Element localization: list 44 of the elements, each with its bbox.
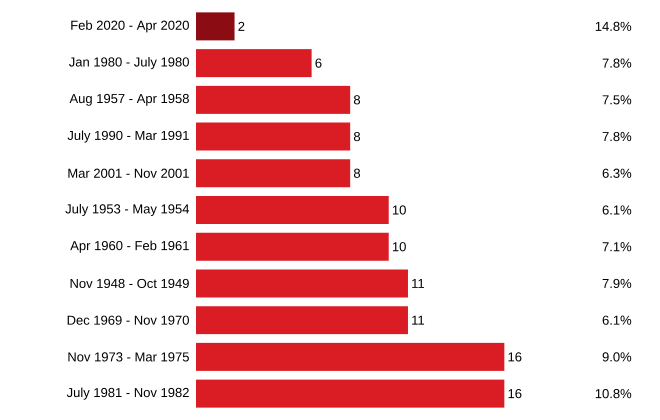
y-tick-label: Dec 1969 - Nov 1970	[68, 316, 189, 325]
y-tick-label: Nov 1948 - Oct 1949	[70, 278, 189, 288]
y-tick-label: Mar 2001 - Nov 2001	[68, 168, 189, 178]
bar	[196, 122, 350, 151]
y-tick-label: July 1953 - May 1954	[65, 204, 190, 216]
data-label: 8	[354, 95, 360, 104]
text: 14.8%	[596, 22, 632, 31]
bar	[196, 269, 408, 298]
bar	[196, 86, 350, 114]
y-tick-label: Nov 1973 - Mar 1975	[68, 352, 189, 362]
bar	[196, 232, 389, 261]
y-tick-label: Feb 2020 - Apr 2020	[71, 20, 189, 32]
bar	[196, 12, 235, 40]
y-tick-label: Jan 1980 - July 1980	[68, 57, 189, 70]
bar	[196, 380, 504, 408]
text: 6.1%	[602, 316, 632, 325]
text: 6.1%	[602, 205, 632, 215]
text: 10.8%	[596, 389, 632, 398]
text: 7.8%	[602, 132, 632, 142]
y-tick-label: Apr 1960 - Feb 1961	[70, 240, 189, 253]
data-label: 6	[315, 58, 322, 68]
data-label: 11	[412, 316, 424, 325]
data-label: 16	[508, 352, 522, 362]
data-label: 16	[508, 389, 522, 398]
data-label: 10	[392, 205, 406, 215]
data-label: 8	[354, 132, 360, 142]
bar	[196, 196, 389, 224]
text: 7.8%	[602, 58, 632, 68]
bar	[196, 342, 504, 371]
y-tick-label: July 1981 - Nov 1982	[66, 388, 189, 400]
data-label: 8	[354, 168, 360, 178]
text: 7.5%	[602, 95, 632, 104]
text: 6.3%	[602, 168, 632, 178]
data-label: 2	[238, 22, 244, 31]
text: 9.0%	[602, 352, 632, 362]
text: 7.9%	[602, 278, 632, 288]
y-tick-label: Aug 1957 - Apr 1958	[70, 94, 189, 106]
bar	[196, 49, 312, 78]
bar	[196, 306, 408, 334]
bar	[196, 159, 350, 188]
data-label: 11	[412, 278, 424, 288]
text: 7.1%	[602, 242, 632, 252]
data-label: 10	[392, 242, 406, 252]
y-tick-label: July 1990 - Mar 1991	[68, 130, 189, 143]
